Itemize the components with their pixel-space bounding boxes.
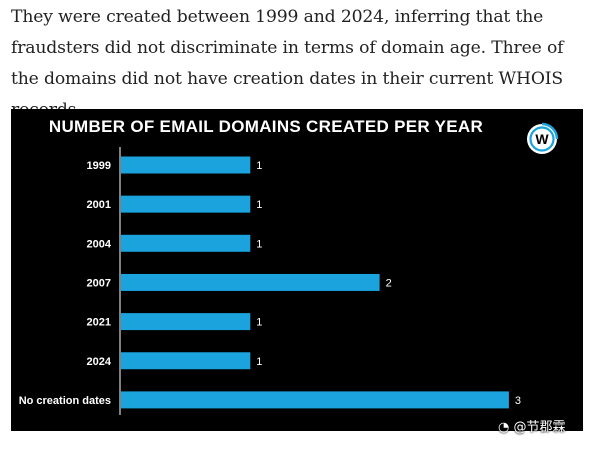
- bar: [121, 156, 251, 174]
- w-circle-logo-icon: W: [527, 122, 559, 154]
- bars-group: 1999 1 2001 1 2004 1 2007 2 2021 1 2024 1 No creatio…: [19, 156, 521, 409]
- chart-panel: NUMBER OF EMAIL DOMAINS CREATED PER YEAR…: [11, 109, 583, 431]
- data-label: 3: [515, 395, 521, 407]
- data-label: 1: [256, 317, 262, 329]
- data-label: 1: [256, 356, 262, 368]
- watermark: ◔ @节郡霖: [498, 416, 566, 435]
- category-label: 2024: [87, 356, 112, 368]
- bar: [121, 195, 251, 213]
- bar: [121, 352, 251, 370]
- bar: [121, 391, 509, 409]
- logo-letter: W: [535, 131, 549, 147]
- data-label: 1: [256, 160, 262, 172]
- category-label: 2001: [87, 199, 111, 211]
- data-label: 1: [256, 238, 262, 250]
- bar: [121, 313, 251, 331]
- category-label: 2007: [87, 277, 111, 289]
- weibo-icon: ◔: [498, 420, 510, 435]
- bar: [121, 273, 380, 291]
- data-label: 1: [256, 199, 262, 211]
- category-label: 1999: [87, 160, 111, 172]
- bar-chart: 1999 1 2001 1 2004 1 2007 2 2021 1 2024 1 No creatio…: [19, 147, 521, 415]
- watermark-text: @节郡霖: [513, 420, 566, 435]
- intro-paragraph: They were created between 1999 and 2024,…: [11, 7, 564, 120]
- category-label: 2021: [87, 317, 111, 329]
- chart-title: NUMBER OF EMAIL DOMAINS CREATED PER YEAR: [48, 117, 484, 136]
- category-label: 2004: [87, 238, 112, 250]
- bar: [121, 234, 251, 252]
- data-label: 2: [386, 277, 392, 289]
- category-label: No creation dates: [19, 395, 111, 407]
